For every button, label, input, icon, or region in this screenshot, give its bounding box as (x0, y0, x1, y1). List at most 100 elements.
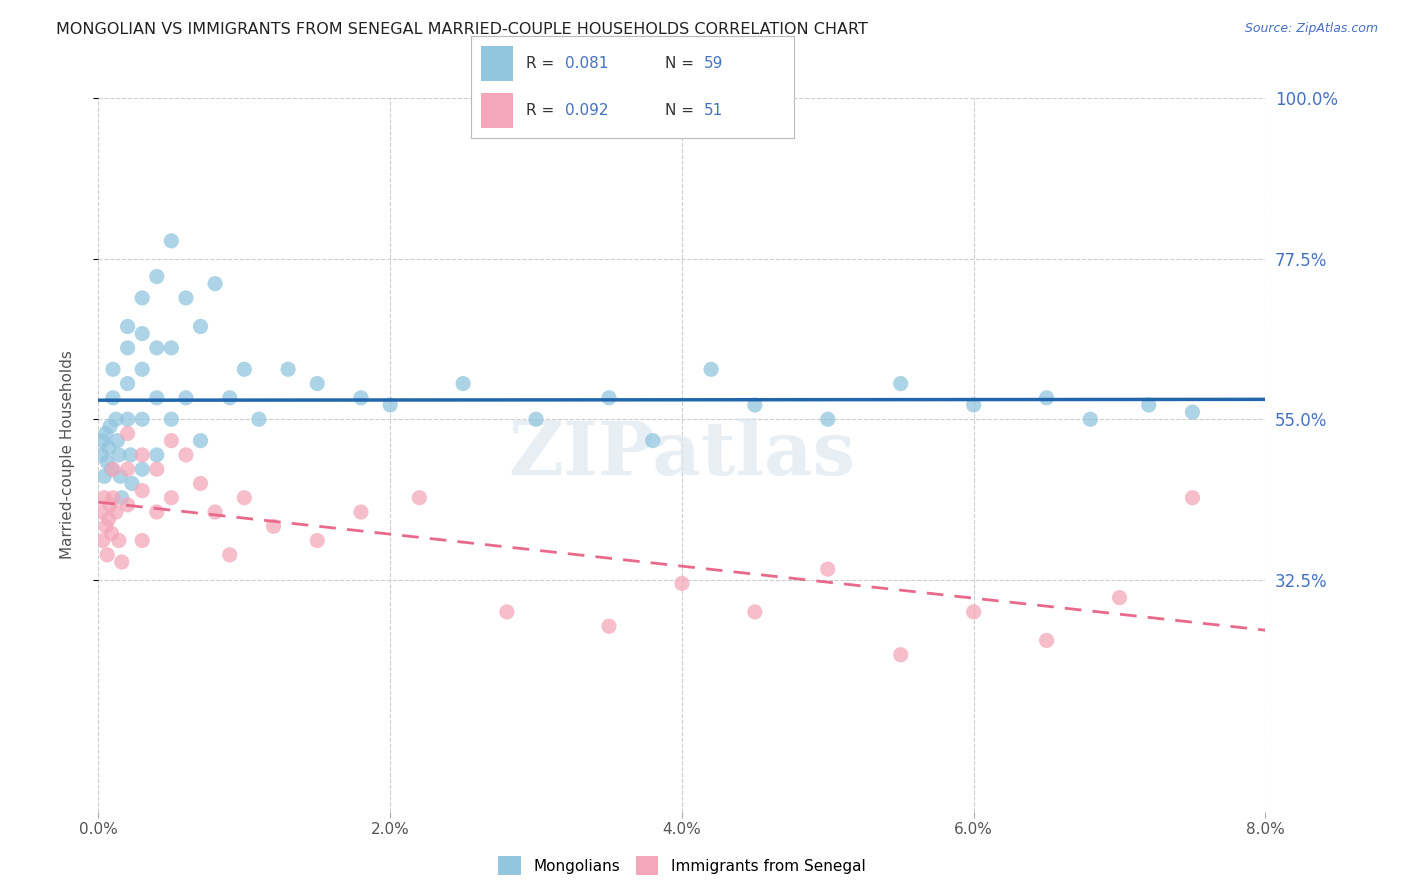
Point (1137, 398, 1160, 412)
Point (233, 491, 256, 505)
Point (91, 533, 114, 548)
Point (307, 376, 329, 391)
Point (131, 326, 153, 341)
Point (94, 519, 117, 533)
Point (96, 548, 118, 562)
Point (146, 269, 169, 284)
Point (117, 462, 139, 476)
Point (671, 576, 693, 591)
Point (962, 398, 984, 412)
Legend: Mongolians, Immigrants from Senegal: Mongolians, Immigrants from Senegal (491, 848, 873, 882)
Text: ZIPatlas: ZIPatlas (509, 418, 855, 491)
Point (131, 448, 153, 462)
Point (204, 505, 226, 519)
Point (108, 533, 131, 548)
Point (146, 462, 169, 476)
Point (190, 434, 212, 448)
Point (101, 362, 124, 376)
Point (174, 291, 197, 305)
Point (700, 362, 723, 376)
Point (1181, 491, 1204, 505)
Point (160, 434, 183, 448)
Point (101, 391, 124, 405)
Point (1035, 633, 1057, 648)
Point (90, 448, 112, 462)
Point (131, 533, 153, 548)
Point (93, 491, 115, 505)
Text: 59: 59 (704, 56, 723, 70)
Point (817, 412, 839, 426)
Text: N =: N = (665, 56, 699, 70)
Point (744, 398, 766, 412)
Point (96, 455, 118, 469)
Point (97, 441, 120, 455)
Point (94, 426, 117, 441)
Point (890, 648, 912, 662)
Point (218, 391, 240, 405)
Point (160, 234, 183, 248)
Text: 51: 51 (704, 103, 723, 118)
Y-axis label: Married-couple Households: Married-couple Households (60, 351, 75, 559)
Point (146, 448, 169, 462)
Point (111, 491, 134, 505)
Point (496, 605, 519, 619)
Point (105, 434, 128, 448)
Text: R =: R = (526, 56, 560, 70)
Point (117, 412, 139, 426)
Text: MONGOLIAN VS IMMIGRANTS FROM SENEGAL MARRIED-COUPLE HOUSEHOLDS CORRELATION CHART: MONGOLIAN VS IMMIGRANTS FROM SENEGAL MAR… (56, 22, 868, 37)
Point (117, 426, 139, 441)
Point (174, 391, 197, 405)
Point (131, 291, 153, 305)
Bar (481, 45, 513, 81)
Point (190, 476, 212, 491)
Point (641, 434, 664, 448)
Point (146, 391, 169, 405)
Point (100, 526, 122, 541)
Point (131, 483, 153, 498)
Bar (481, 93, 513, 128)
Text: 0.092: 0.092 (565, 103, 609, 118)
Point (598, 391, 620, 405)
Point (174, 448, 197, 462)
Point (1080, 412, 1102, 426)
Point (93, 469, 115, 483)
Point (1108, 591, 1130, 605)
Point (598, 619, 620, 633)
Point (350, 391, 373, 405)
Point (962, 605, 984, 619)
Point (111, 555, 134, 569)
Point (247, 412, 270, 426)
Point (108, 448, 131, 462)
Point (408, 491, 430, 505)
Point (307, 533, 329, 548)
Point (451, 376, 474, 391)
Point (117, 341, 139, 355)
Point (98, 419, 121, 434)
Point (524, 412, 547, 426)
Point (350, 505, 373, 519)
Point (160, 491, 183, 505)
Point (218, 548, 240, 562)
Point (101, 491, 124, 505)
Point (744, 605, 766, 619)
Point (146, 505, 169, 519)
Point (131, 412, 153, 426)
Point (146, 341, 169, 355)
Point (1181, 405, 1204, 419)
Point (104, 412, 127, 426)
Point (104, 505, 127, 519)
Point (110, 469, 132, 483)
Point (890, 376, 912, 391)
Point (121, 476, 143, 491)
Point (262, 519, 284, 533)
Point (91, 434, 114, 448)
Point (120, 448, 142, 462)
Point (160, 412, 183, 426)
Point (204, 277, 226, 291)
Point (131, 362, 153, 376)
Point (117, 498, 139, 512)
Point (117, 319, 139, 334)
Point (98, 498, 121, 512)
Point (101, 462, 124, 476)
Text: R =: R = (526, 103, 560, 118)
